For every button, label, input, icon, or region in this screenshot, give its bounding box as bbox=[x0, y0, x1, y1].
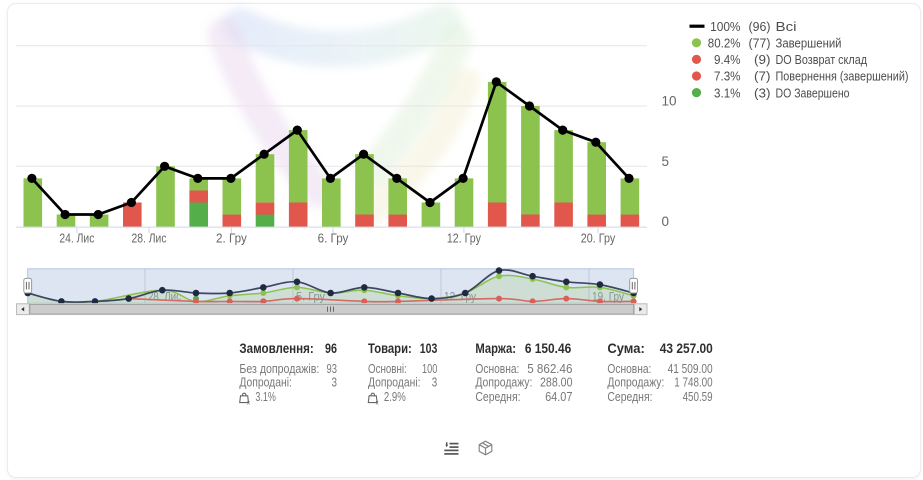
svg-text:Середня:: Середня: bbox=[607, 389, 652, 404]
svg-text:288.00: 288.00 bbox=[540, 374, 573, 389]
svg-text:Товари:: Товари: bbox=[368, 341, 412, 356]
svg-text:0: 0 bbox=[662, 214, 670, 229]
svg-text:28. Лис: 28. Лис bbox=[132, 232, 167, 246]
svg-text:(77): (77) bbox=[749, 36, 771, 51]
svg-text:Середня:: Середня: bbox=[475, 389, 520, 404]
svg-text:Без допродажів:: Без допродажів: bbox=[239, 361, 319, 376]
svg-text:(7): (7) bbox=[754, 69, 771, 84]
svg-text:12. Гру: 12. Гру bbox=[447, 232, 482, 246]
svg-text:96: 96 bbox=[325, 341, 337, 356]
svg-text:DO Завершено: DO Завершено bbox=[776, 85, 850, 100]
svg-text:2.9%: 2.9% bbox=[384, 389, 406, 404]
svg-text:DO Возврат склад: DO Возврат склад bbox=[776, 52, 868, 67]
svg-text:Основні:: Основні: bbox=[368, 361, 407, 376]
svg-text:Основна:: Основна: bbox=[475, 361, 519, 376]
svg-text:80.2%: 80.2% bbox=[708, 36, 741, 51]
svg-text:5 862.46: 5 862.46 bbox=[527, 361, 572, 376]
svg-text:(96): (96) bbox=[749, 19, 771, 34]
svg-text:3: 3 bbox=[432, 374, 438, 389]
svg-text:41 509.00: 41 509.00 bbox=[668, 361, 713, 376]
svg-text:x: x bbox=[376, 401, 379, 407]
svg-text:100: 100 bbox=[422, 361, 437, 376]
svg-text:3.1%: 3.1% bbox=[255, 389, 276, 404]
svg-text:20. Гру: 20. Гру bbox=[581, 232, 616, 246]
svg-text:(9): (9) bbox=[754, 52, 771, 67]
svg-text:Основна:: Основна: bbox=[607, 361, 651, 376]
svg-text:Повернення (завершений): Повернення (завершений) bbox=[776, 69, 909, 84]
svg-text:Допродажу:: Допродажу: bbox=[475, 374, 532, 389]
svg-text:64.07: 64.07 bbox=[545, 389, 572, 404]
svg-text:3: 3 bbox=[332, 374, 338, 389]
svg-text:450.59: 450.59 bbox=[683, 389, 713, 404]
svg-text:10: 10 bbox=[662, 93, 677, 108]
svg-text:5. Гру: 5. Гру bbox=[296, 292, 325, 304]
svg-text:Допродані:: Допродані: bbox=[368, 374, 421, 389]
svg-text:9.4%: 9.4% bbox=[714, 52, 741, 67]
svg-text:Допродані:: Допродані: bbox=[239, 374, 292, 389]
svg-text:93: 93 bbox=[327, 361, 338, 376]
svg-text:Допродажу:: Допродажу: bbox=[607, 374, 664, 389]
svg-text:100%: 100% bbox=[710, 19, 741, 34]
svg-text:7.3%: 7.3% bbox=[714, 69, 741, 84]
svg-text:Замовлення:: Замовлення: bbox=[239, 341, 313, 356]
svg-text:103: 103 bbox=[420, 341, 438, 356]
svg-text:6. Гру: 6. Гру bbox=[318, 232, 349, 246]
svg-text:Всі: Всі bbox=[776, 19, 797, 34]
svg-text:24. Лис: 24. Лис bbox=[59, 232, 94, 246]
svg-text:2. Гру: 2. Гру bbox=[216, 232, 247, 246]
svg-text:(3): (3) bbox=[754, 85, 771, 100]
svg-text:Сума:: Сума: bbox=[607, 341, 644, 356]
svg-text:Завершений: Завершений bbox=[776, 36, 842, 51]
svg-text:6 150.46: 6 150.46 bbox=[525, 341, 572, 356]
svg-text:1 748.00: 1 748.00 bbox=[674, 374, 712, 389]
svg-text:5: 5 bbox=[662, 154, 670, 169]
svg-text:3.1%: 3.1% bbox=[714, 85, 741, 100]
svg-text:Маржа:: Маржа: bbox=[475, 341, 516, 356]
svg-text:43 257.00: 43 257.00 bbox=[660, 341, 713, 356]
svg-text:x: x bbox=[247, 401, 250, 407]
